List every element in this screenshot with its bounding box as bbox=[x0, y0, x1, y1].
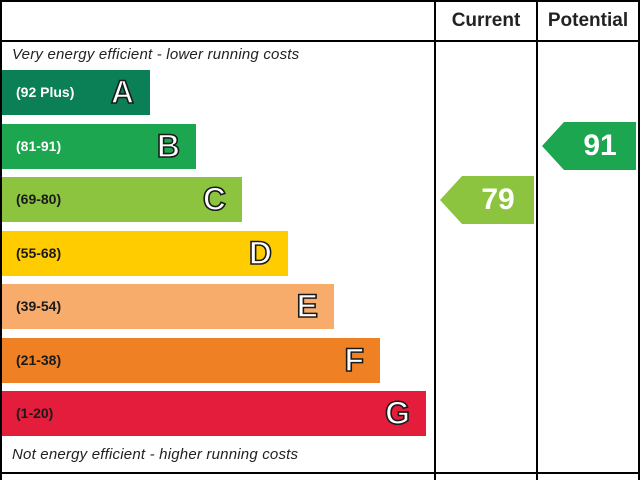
band-c: (69-80) C bbox=[2, 177, 242, 222]
potential-column-header: Potential bbox=[547, 10, 629, 31]
band-g: (1-20) G bbox=[2, 391, 426, 436]
band-range-label: (39-54) bbox=[16, 298, 62, 314]
band-letter-label: D bbox=[248, 234, 273, 272]
band-letter-label: G bbox=[384, 394, 410, 432]
potential-column-divider bbox=[536, 0, 538, 480]
border-top bbox=[0, 0, 640, 2]
band-letter-label: C bbox=[202, 180, 227, 218]
band-letter-label: B bbox=[156, 127, 181, 165]
band-d: (55-68) D bbox=[2, 231, 288, 276]
potential-rating-value: 91 bbox=[583, 129, 617, 162]
band-e: (39-54) E bbox=[2, 284, 334, 329]
top-caption: Very energy efficient - lower running co… bbox=[12, 46, 300, 63]
border-left bbox=[0, 0, 2, 480]
band-letter-label: E bbox=[296, 287, 319, 325]
band-range-label: (92 Plus) bbox=[16, 84, 75, 100]
band-range-label: (21-38) bbox=[16, 352, 62, 368]
band-range-label: (69-80) bbox=[16, 191, 62, 207]
band-letter-label: F bbox=[344, 341, 365, 379]
potential-arrow-shape bbox=[542, 122, 636, 170]
current-column-header: Current bbox=[451, 10, 521, 31]
bottom-caption: Not energy efficient - higher running co… bbox=[12, 446, 299, 463]
band-f: (21-38) F bbox=[2, 338, 380, 383]
band-b: (81-91) B bbox=[2, 124, 196, 169]
current-arrow-shape bbox=[440, 176, 534, 224]
header-divider bbox=[0, 40, 640, 42]
band-a: (92 Plus) A bbox=[2, 70, 150, 115]
band-letter-label: A bbox=[110, 73, 135, 111]
border-right bbox=[638, 0, 640, 480]
current-column-divider bbox=[434, 0, 436, 480]
band-range-label: (55-68) bbox=[16, 245, 62, 261]
band-range-label: (1-20) bbox=[16, 405, 54, 421]
band-range-label: (81-91) bbox=[16, 138, 62, 154]
current-rating-value: 79 bbox=[481, 183, 515, 216]
footer-divider bbox=[0, 472, 640, 474]
current-rating-arrow: 79 bbox=[440, 176, 534, 224]
potential-rating-arrow: 91 bbox=[542, 122, 636, 170]
